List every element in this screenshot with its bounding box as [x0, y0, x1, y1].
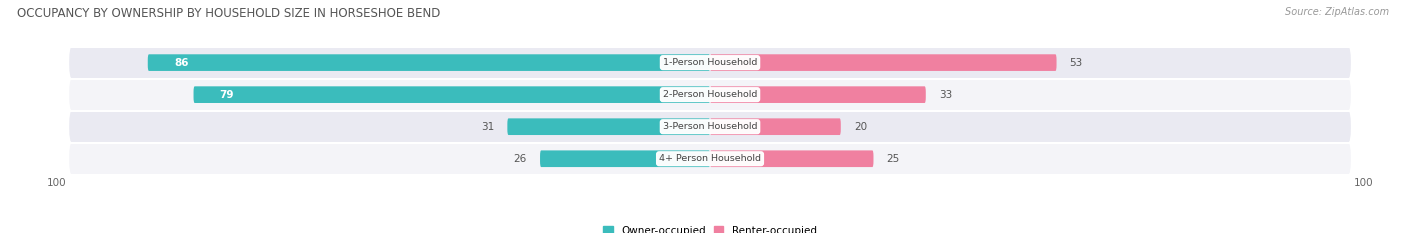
- FancyBboxPatch shape: [540, 151, 710, 167]
- Text: 3-Person Household: 3-Person Household: [662, 122, 758, 131]
- Text: 25: 25: [887, 154, 900, 164]
- Text: 79: 79: [219, 90, 235, 100]
- FancyBboxPatch shape: [148, 54, 710, 71]
- Text: 2-Person Household: 2-Person Household: [662, 90, 758, 99]
- Text: OCCUPANCY BY OWNERSHIP BY HOUSEHOLD SIZE IN HORSESHOE BEND: OCCUPANCY BY OWNERSHIP BY HOUSEHOLD SIZE…: [17, 7, 440, 20]
- FancyBboxPatch shape: [69, 47, 1351, 79]
- FancyBboxPatch shape: [710, 54, 1056, 71]
- Text: 4+ Person Household: 4+ Person Household: [659, 154, 761, 163]
- FancyBboxPatch shape: [69, 111, 1351, 143]
- Text: 53: 53: [1070, 58, 1083, 68]
- Text: 1-Person Household: 1-Person Household: [662, 58, 758, 67]
- FancyBboxPatch shape: [508, 118, 710, 135]
- Text: 31: 31: [481, 122, 495, 132]
- FancyBboxPatch shape: [710, 86, 925, 103]
- FancyBboxPatch shape: [710, 118, 841, 135]
- Text: 86: 86: [174, 58, 188, 68]
- FancyBboxPatch shape: [710, 151, 873, 167]
- Text: 20: 20: [853, 122, 868, 132]
- Text: 26: 26: [513, 154, 527, 164]
- FancyBboxPatch shape: [194, 86, 710, 103]
- Legend: Owner-occupied, Renter-occupied: Owner-occupied, Renter-occupied: [599, 222, 821, 233]
- Text: 33: 33: [939, 90, 952, 100]
- Text: Source: ZipAtlas.com: Source: ZipAtlas.com: [1285, 7, 1389, 17]
- FancyBboxPatch shape: [69, 143, 1351, 175]
- FancyBboxPatch shape: [69, 79, 1351, 111]
